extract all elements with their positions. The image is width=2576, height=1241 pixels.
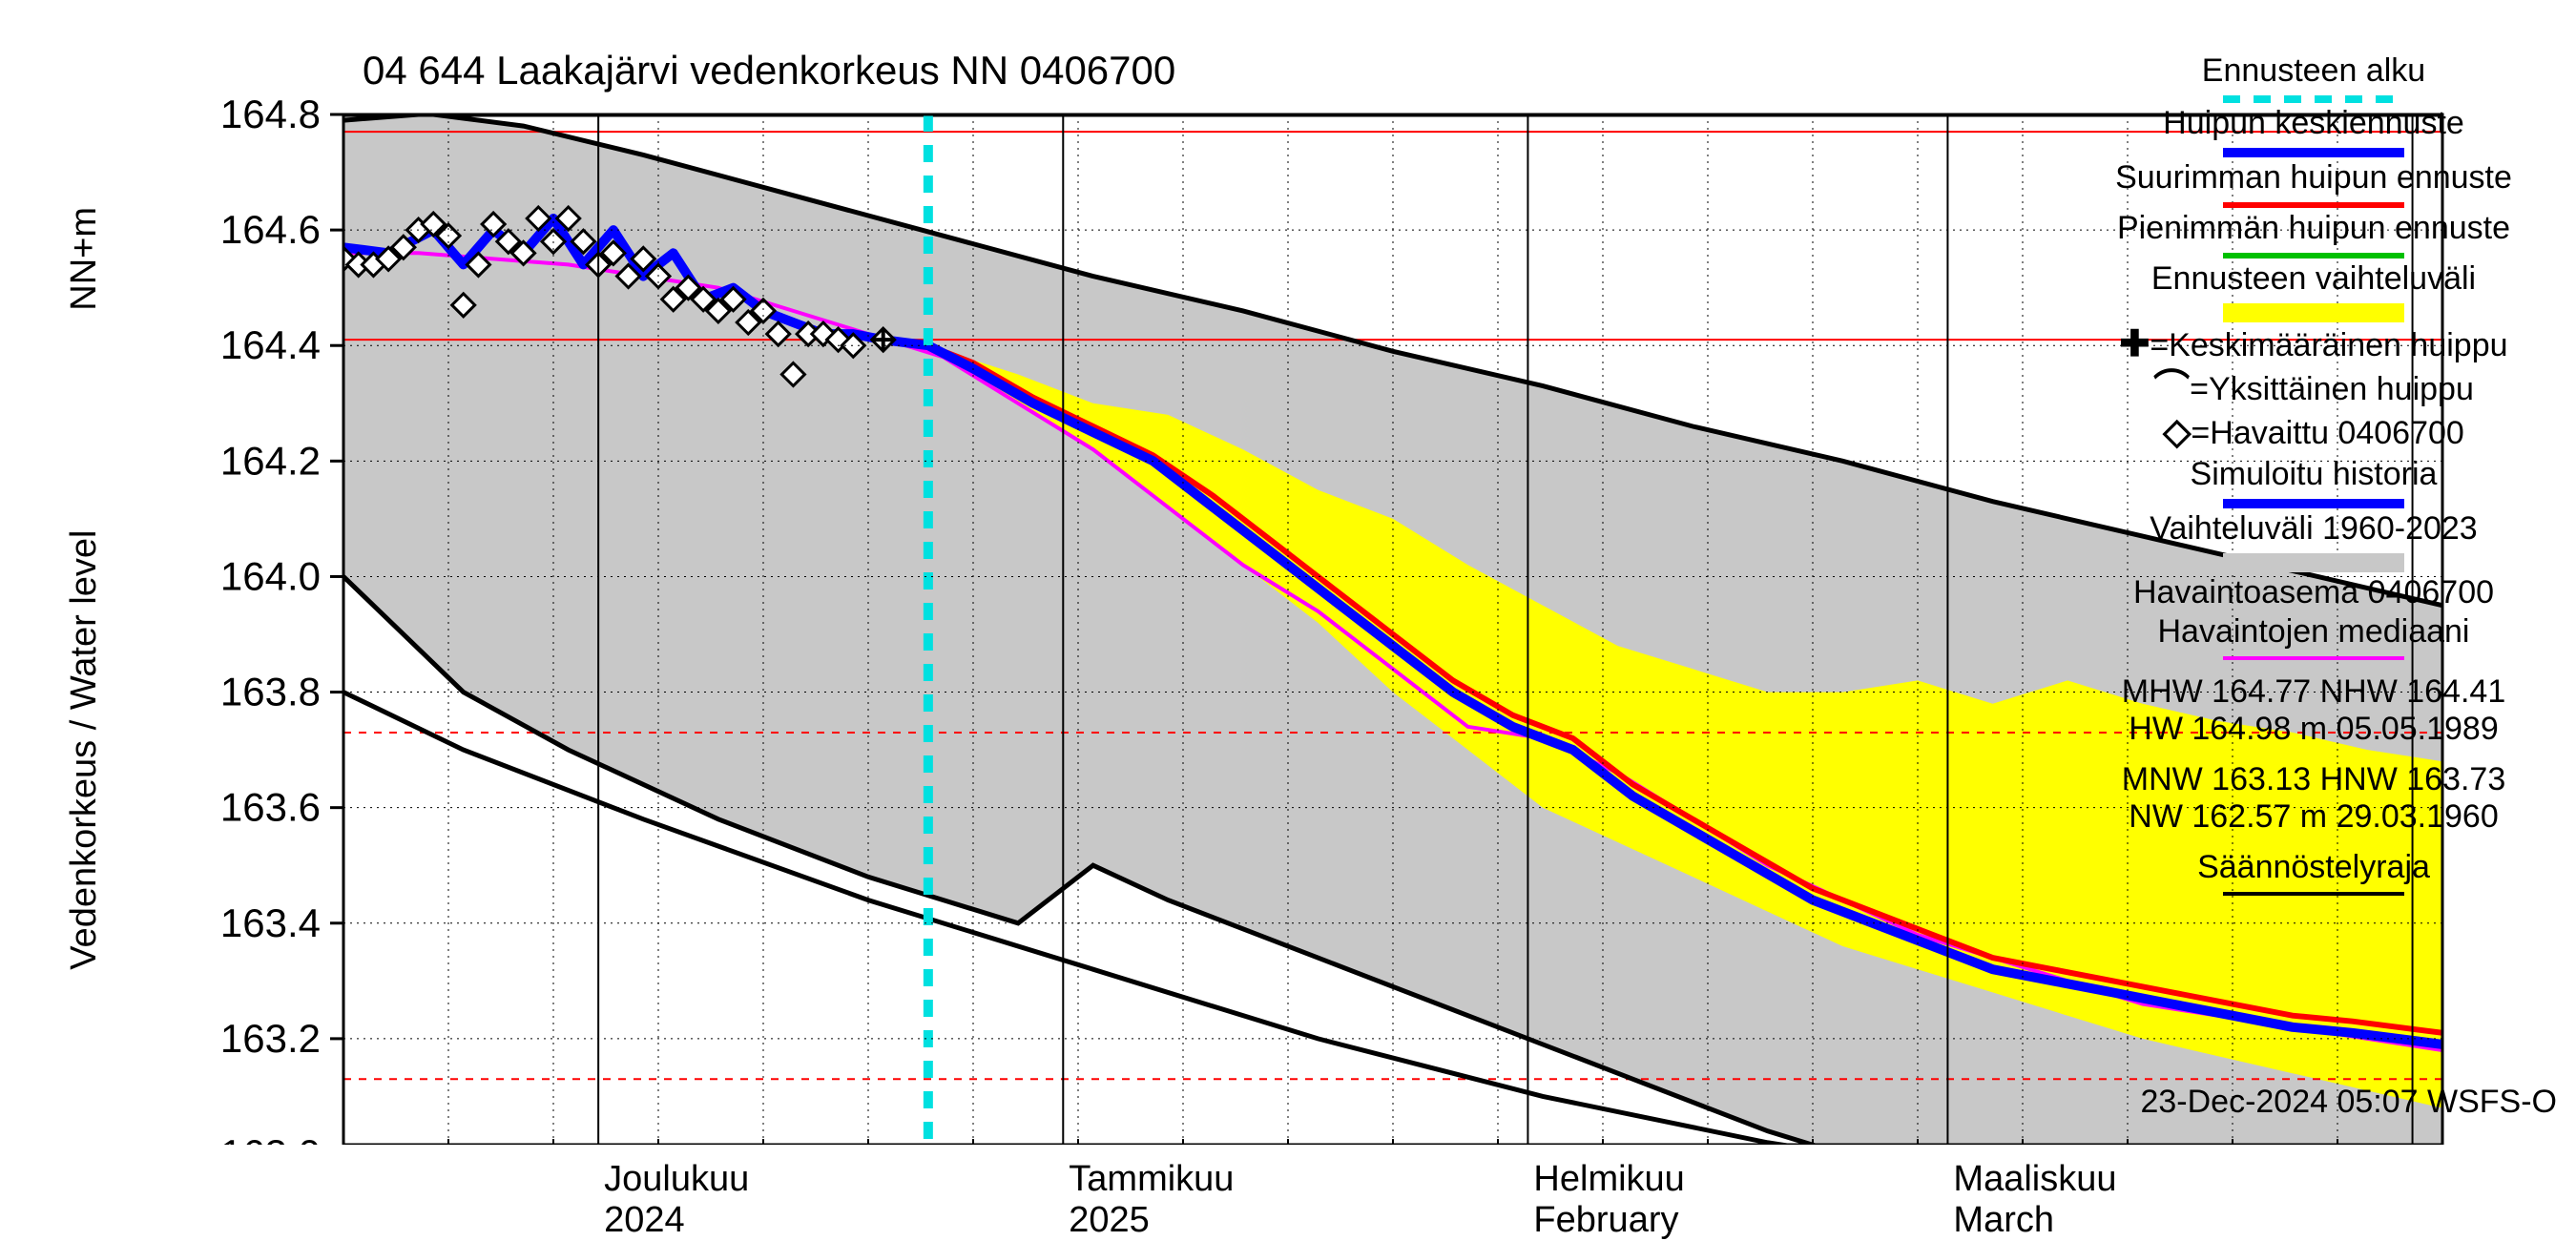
- legend-label: Ennusteen vaihteluväli: [2151, 260, 2476, 298]
- legend-label: Säännöstelyraja: [2197, 849, 2430, 886]
- legend-station: Havaintoasema 0406700: [2070, 574, 2557, 611]
- svg-text:164.0: 164.0: [220, 553, 321, 598]
- chart-title: 04 644 Laakajärvi vedenkorkeus NN 040670…: [363, 48, 1175, 93]
- legend-single_peak: ⌒=Yksittäinen huippu: [2070, 368, 2557, 410]
- x-month-label: HelmikuuFebruary: [1533, 1159, 1684, 1241]
- legend-label: ✚=Keskimääräinen huippu: [2119, 324, 2507, 366]
- x-month-label: Joulukuu2024: [604, 1159, 749, 1241]
- legend-swatch: [2223, 253, 2404, 259]
- legend-label: Suurimman huipun ennuste: [2115, 159, 2512, 196]
- svg-text:163.4: 163.4: [220, 900, 321, 945]
- x-month-label: MaaliskuuMarch: [1953, 1159, 2116, 1241]
- legend-label: ⌒=Yksittäinen huippu: [2153, 368, 2474, 410]
- legend-observed: ◇=Havaittu 0406700: [2070, 412, 2557, 454]
- legend-label: Huipun keskiennuste: [2163, 105, 2464, 142]
- svg-text:NN+m: NN+m: [64, 207, 104, 311]
- legend-band: Ennusteen vaihteluväli: [2070, 260, 2557, 322]
- svg-text:164.6: 164.6: [220, 207, 321, 252]
- svg-text:164.4: 164.4: [220, 322, 321, 367]
- legend-avg_peak_marker: ✚=Keskimääräinen huippu: [2070, 324, 2557, 366]
- legend-label: Havaintoasema 0406700: [2133, 574, 2494, 611]
- legend-swatch: [2223, 202, 2404, 208]
- svg-text:163.6: 163.6: [220, 785, 321, 830]
- legend-label: Simuloitu historia: [2191, 456, 2438, 493]
- legend-label: Havaintojen mediaani: [2158, 613, 2470, 651]
- x-month-label: Tammikuu2025: [1069, 1159, 1234, 1241]
- svg-text:Vedenkorkeus / Water level: Vedenkorkeus / Water level: [64, 530, 104, 970]
- svg-text:163.8: 163.8: [220, 670, 321, 714]
- svg-text:164.2: 164.2: [220, 438, 321, 483]
- legend-swatch: [2223, 553, 2404, 572]
- legend-label: MHW 164.77 NHW 164.41: [2122, 673, 2506, 711]
- legend-hw_stats: MHW 164.77 NHW 164.41HW 164.98 m 05.05.1…: [2070, 673, 2557, 748]
- legend-swatch: [2223, 656, 2404, 660]
- single_peak-marker-icon: ⌒: [2153, 368, 2190, 408]
- legend-reg_limit: Säännöstelyraja: [2070, 849, 2557, 896]
- legend-forecast_start: Ennusteen alku: [2070, 52, 2557, 103]
- legend-label: ◇=Havaittu 0406700: [2163, 412, 2464, 454]
- legend-hist_range: Vaihteluväli 1960-2023: [2070, 510, 2557, 572]
- legend-mean_peak: Huipun keskiennuste: [2070, 105, 2557, 157]
- svg-text:163.2: 163.2: [220, 1016, 321, 1061]
- legend-max_peak: Suurimman huipun ennuste: [2070, 159, 2557, 208]
- svg-text:163.0: 163.0: [220, 1131, 321, 1145]
- legend-swatch: [2223, 148, 2404, 157]
- avg_peak_marker-marker-icon: ✚: [2119, 324, 2150, 364]
- legend-swatch: [2223, 892, 2404, 896]
- legend-label: Vaihteluväli 1960-2023: [2150, 510, 2477, 548]
- legend-label: MNW 163.13 HNW 163.73: [2122, 761, 2506, 798]
- legend-swatch: [2223, 499, 2404, 508]
- legend-swatch: [2223, 303, 2404, 322]
- legend-nw_stats: MNW 163.13 HNW 163.73NW 162.57 m 29.03.1…: [2070, 761, 2557, 836]
- legend-sim_history: Simuloitu historia: [2070, 456, 2557, 508]
- legend-label: Ennusteen alku: [2202, 52, 2425, 90]
- legend: Ennusteen alku Huipun keskiennuste Suurimm…: [2070, 52, 2557, 898]
- svg-text:164.8: 164.8: [220, 92, 321, 136]
- observed-marker-icon: ◇: [2163, 412, 2191, 452]
- timestamp: 23-Dec-2024 05:07 WSFS-O: [2140, 1084, 2557, 1121]
- legend-obs_median: Havaintojen mediaani: [2070, 613, 2557, 660]
- legend-swatch: [2223, 95, 2404, 103]
- legend-label: Pienimmän huipun ennuste: [2117, 210, 2510, 247]
- legend-min_peak: Pienimmän huipun ennuste: [2070, 210, 2557, 259]
